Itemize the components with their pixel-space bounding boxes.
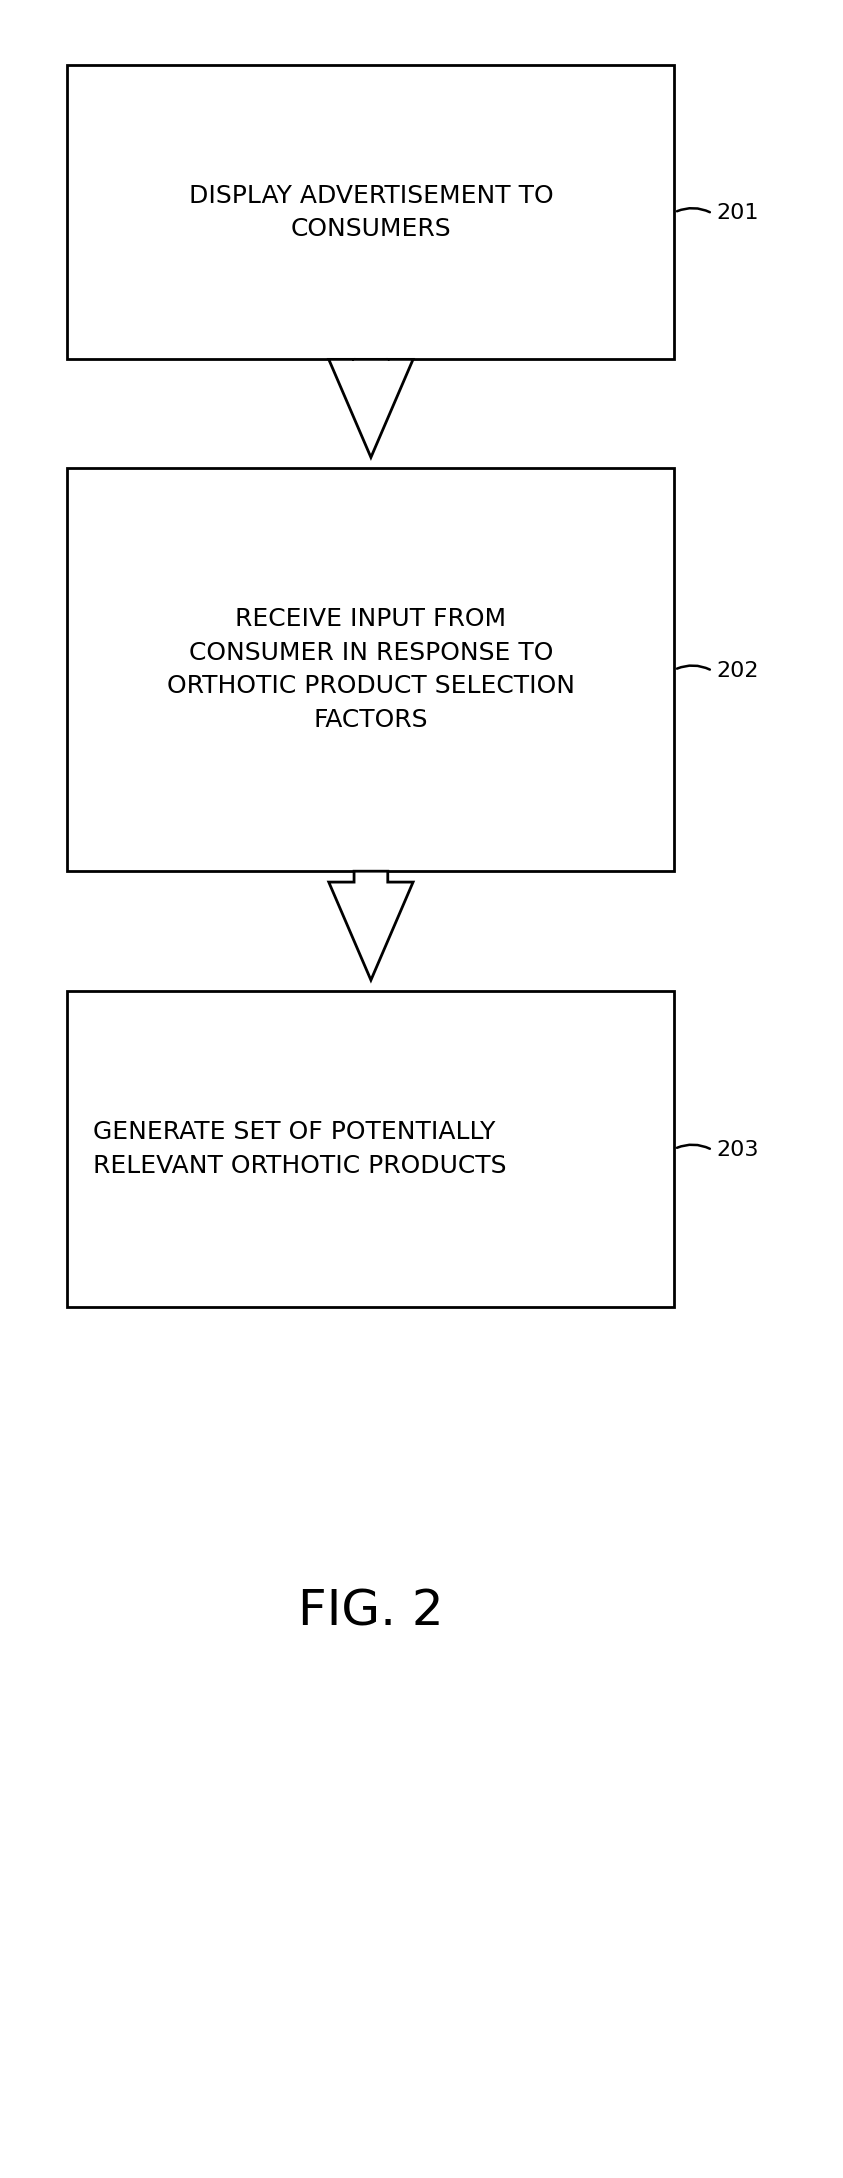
Text: DISPLAY ADVERTISEMENT TO
CONSUMERS: DISPLAY ADVERTISEMENT TO CONSUMERS bbox=[189, 183, 553, 242]
Bar bbox=[67, 991, 674, 1307]
Text: 203: 203 bbox=[717, 1139, 759, 1161]
Text: 202: 202 bbox=[717, 660, 759, 682]
Bar bbox=[67, 468, 674, 871]
Text: RECEIVE INPUT FROM
CONSUMER IN RESPONSE TO
ORTHOTIC PRODUCT SELECTION
FACTORS: RECEIVE INPUT FROM CONSUMER IN RESPONSE … bbox=[167, 608, 575, 732]
Text: GENERATE SET OF POTENTIALLY
RELEVANT ORTHOTIC PRODUCTS: GENERATE SET OF POTENTIALLY RELEVANT ORT… bbox=[93, 1119, 507, 1178]
Text: FIG. 2: FIG. 2 bbox=[298, 1588, 443, 1636]
Polygon shape bbox=[329, 871, 413, 980]
Polygon shape bbox=[329, 359, 413, 457]
Bar bbox=[67, 65, 674, 359]
Text: 201: 201 bbox=[717, 203, 759, 224]
